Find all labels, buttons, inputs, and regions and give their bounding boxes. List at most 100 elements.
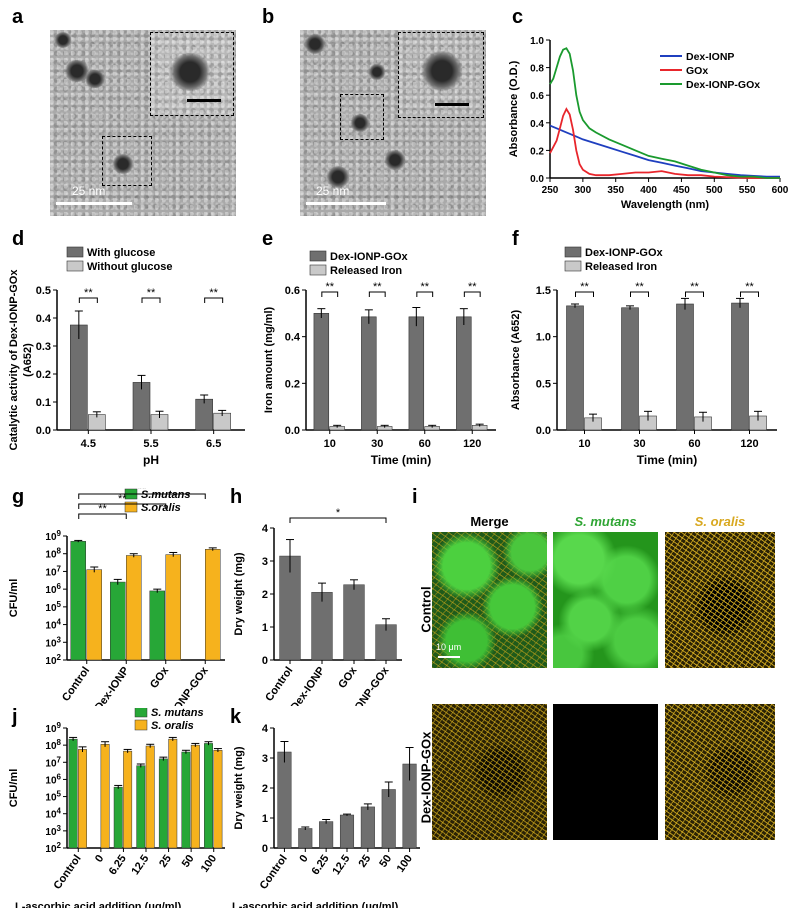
x-tick-label: 450: [673, 185, 690, 196]
significance-bracket-label: **: [690, 281, 699, 293]
legend-swatch: [66, 260, 84, 272]
nanoparticle: [384, 150, 406, 170]
scale-bar: [306, 202, 386, 205]
legend-swatch: [134, 719, 148, 731]
legend-label: Dex-IONP-GOx: [686, 79, 760, 91]
chart-f-absorbance: 0.0 0.5 1.0 1.5 10 ** 30 ** 60 ** 120 ** Time (min) A…: [510, 246, 777, 467]
series-line-dex-ionp-gox: [549, 47, 780, 179]
bar-s-oralis: [205, 549, 221, 661]
significance-bracket-label: **: [325, 281, 334, 293]
y-tick-label: 2: [262, 589, 268, 601]
bar-dex-ionp-gox: [456, 316, 472, 431]
panel-label-c: c: [512, 6, 524, 28]
significance-bracket: [368, 291, 386, 297]
series-line-dex-ionp: [549, 124, 780, 178]
y-tick-label: 107: [45, 564, 61, 578]
y-axis-title-units: (A652): [22, 343, 34, 377]
bar-s-oralis: [126, 555, 142, 661]
micrograph-control-s-mutans: [553, 532, 658, 668]
y-tick-label: 0.6: [530, 91, 544, 102]
x-tick-label: 400: [640, 185, 657, 196]
x-tick-label: 300: [575, 185, 592, 196]
x-tick-label: 60: [688, 438, 700, 450]
y-tick-label: 0.2: [285, 378, 300, 390]
bar: [311, 592, 333, 661]
zoom-box: [102, 136, 152, 186]
x-tick-label: 30: [633, 438, 645, 450]
bar-s-oralis: [86, 569, 102, 661]
nanoparticle: [368, 64, 386, 80]
significance-bracket: [575, 291, 594, 297]
panel-label-h: h: [230, 486, 243, 508]
significance-bracket-label: **: [373, 281, 382, 293]
nanoparticle-zoomed: [169, 53, 211, 91]
bar: [381, 789, 396, 849]
legend-label: Dex-IONP-GOx: [330, 251, 409, 263]
bar-s-oralis: [190, 744, 200, 849]
x-tick-label: 6.25: [107, 853, 129, 877]
x-axis-title: Time (min): [637, 453, 697, 467]
chart-g-cfu: 102 103 104 105 106 107 108 109 Control Dex-IONP G…: [8, 488, 225, 706]
nanoparticle: [84, 70, 106, 88]
significance-bracket-label: **: [580, 281, 589, 293]
column-label-merge: Merge: [470, 514, 509, 529]
x-axis-title: pH: [143, 453, 159, 467]
bar-s-oralis: [145, 745, 155, 849]
x-tick-label: 350: [607, 185, 624, 196]
significance-bracket-label: **: [138, 488, 147, 495]
tem-image-b: 25 nm: [300, 30, 486, 216]
y-tick-label: 4: [262, 523, 269, 535]
y-tick-label: 4: [262, 723, 269, 735]
bar-dex-ionp-gox: [313, 313, 330, 431]
x-tick-label: 25: [356, 853, 373, 870]
y-tick-label: 0.0: [530, 174, 544, 185]
scale-text: 25 nm: [72, 184, 106, 198]
y-tick-label: 109: [45, 721, 61, 735]
bar: [319, 821, 334, 849]
y-tick-label: 108: [45, 547, 61, 561]
legend-swatch: [134, 708, 148, 718]
significance-bracket-label: **: [98, 503, 107, 515]
bar-dex-ionp-gox: [621, 307, 639, 431]
significance-bracket-label: **: [84, 287, 93, 299]
bar-s-mutans: [110, 581, 126, 661]
y-tick-label: 0.5: [536, 378, 551, 390]
y-tick-label: 3: [262, 556, 268, 568]
y-tick-label: 0: [262, 655, 268, 667]
y-axis-title: CFU/ml: [8, 579, 20, 618]
bar-s-mutans: [204, 743, 213, 849]
column-label-s-oralis: S. oralis: [694, 514, 746, 529]
significance-bracket: [416, 291, 434, 297]
y-tick-label: 0.2: [530, 146, 544, 157]
significance-bracket-label: **: [635, 281, 644, 293]
bar: [298, 828, 313, 849]
x-axis-title: L-ascorbic acid addition (μg/ml): [232, 901, 399, 908]
legend-label: S.mutans: [141, 489, 191, 501]
x-tick-label: 100: [395, 853, 415, 875]
legend-swatch: [124, 501, 138, 513]
nanoparticle: [350, 114, 370, 132]
significance-bracket-label: **: [147, 287, 156, 299]
legend-swatch: [564, 246, 582, 258]
bar-dex-ionp-gox: [566, 305, 584, 431]
y-tick-label: 104: [45, 618, 61, 632]
significance-bracket: [630, 291, 649, 297]
nanoparticle: [64, 60, 90, 82]
y-tick-label: 104: [45, 807, 61, 821]
y-tick-label: 102: [45, 653, 61, 667]
y-axis-title: Dry weight (mg): [233, 552, 245, 635]
x-tick-label: 0: [93, 853, 106, 865]
bar-with-glucose: [70, 324, 88, 431]
y-tick-label: 0.0: [285, 425, 300, 437]
chart-j-cfu-ascorbic: 102 103 104 105 106 107 108 109 Control 0 6.25 12.5…: [8, 708, 225, 908]
x-tick-label: 6.25: [309, 853, 331, 877]
significance-bracket: [740, 291, 759, 297]
x-tick-label: 500: [706, 185, 723, 196]
scale-bar: [56, 202, 132, 205]
bar: [360, 806, 375, 849]
inset-scale-bar: [187, 99, 221, 102]
x-tick-label: 4.5: [81, 438, 96, 450]
bar-s-oralis: [123, 750, 133, 849]
legend-label: Dex-IONP: [686, 51, 734, 63]
y-tick-label: 0.4: [285, 332, 301, 344]
